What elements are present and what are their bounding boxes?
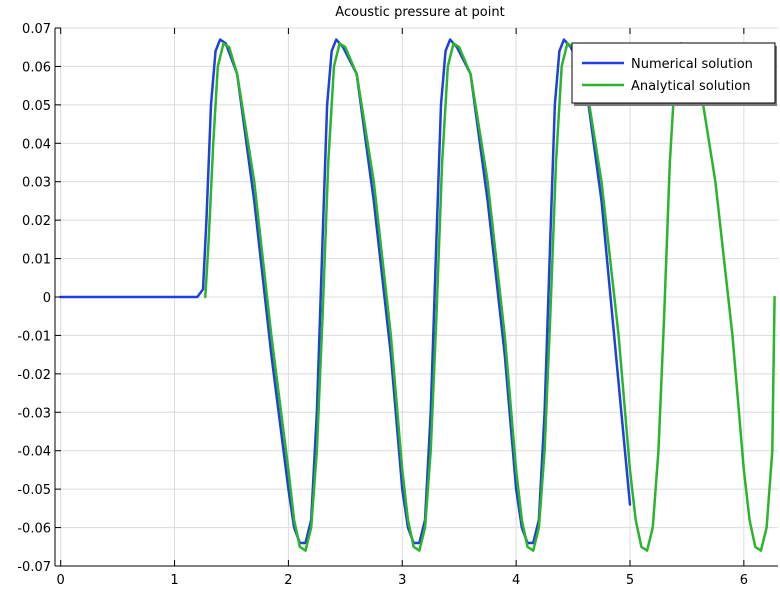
legend-label: Analytical solution xyxy=(631,79,750,94)
y-tick-label: 0.05 xyxy=(22,99,51,114)
axes: 0 1 2 3 4 5 6 0.07 0.06 0.05 0.04 0.03 0.02 0.01 0 -0.0… xyxy=(17,22,778,588)
legend-label: Numerical solution xyxy=(631,57,753,72)
x-tick-label: 6 xyxy=(740,573,748,588)
y-tick-label: -0.04 xyxy=(17,445,51,460)
x-tick-label: 5 xyxy=(626,573,634,588)
y-tick-label: -0.05 xyxy=(17,483,51,498)
legend: Numerical solution Analytical solution xyxy=(571,42,777,106)
y-tick-label: 0.02 xyxy=(22,214,51,229)
x-tick-label: 0 xyxy=(57,573,65,588)
legend-box xyxy=(571,42,776,104)
x-tick-label: 4 xyxy=(512,573,520,588)
x-tick-label: 3 xyxy=(398,573,406,588)
y-tick-label: 0.03 xyxy=(22,176,51,191)
chart-title: Acoustic pressure at point xyxy=(335,5,504,20)
y-tick-label: 0.01 xyxy=(22,253,51,268)
x-tick-label: 2 xyxy=(284,573,292,588)
y-tick-label: -0.02 xyxy=(17,368,51,383)
y-tick-label: -0.07 xyxy=(17,560,51,575)
x-tick-label: 1 xyxy=(170,573,178,588)
y-tick-label: 0 xyxy=(43,291,51,306)
y-tick-label: 0.04 xyxy=(22,137,51,152)
series-layer xyxy=(59,38,776,552)
y-tick-label: -0.06 xyxy=(17,522,51,537)
y-tick-label: 0.06 xyxy=(22,60,51,75)
y-tick-label: -0.01 xyxy=(17,329,51,344)
y-tick-label: -0.03 xyxy=(17,406,51,421)
y-tick-label: 0.07 xyxy=(22,22,51,37)
